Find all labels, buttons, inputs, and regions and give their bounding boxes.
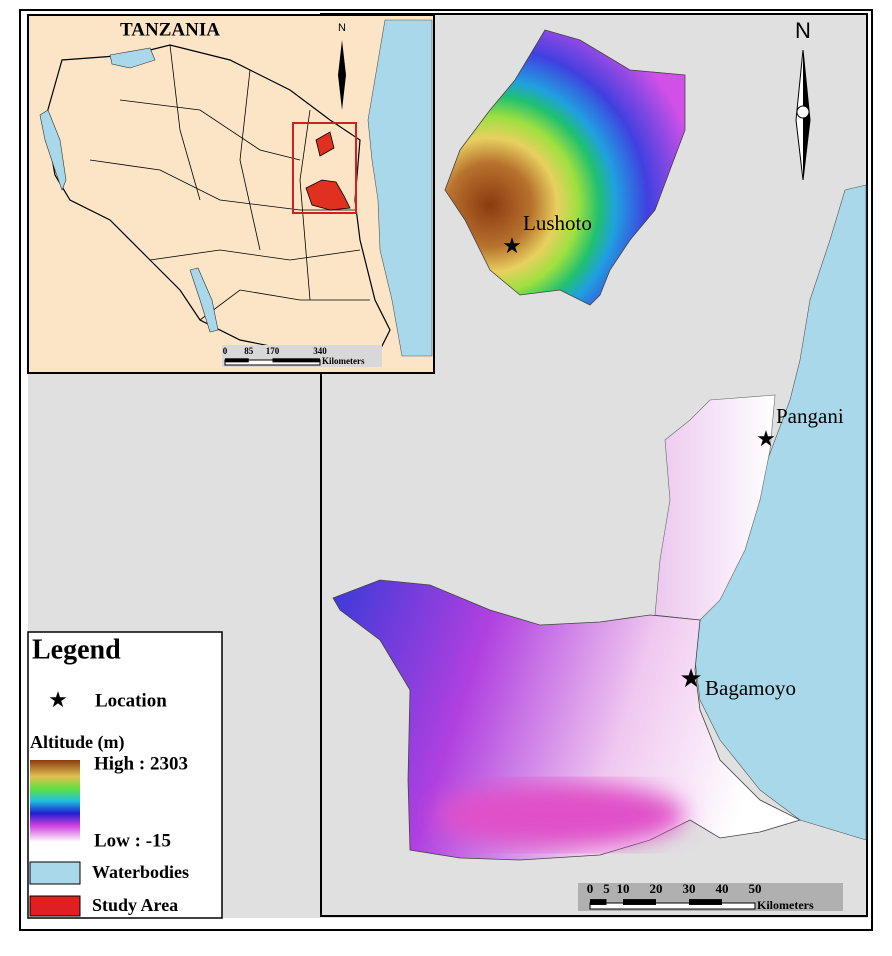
north-label: N [338, 22, 346, 34]
lake [109, 47, 156, 69]
main-frame [320, 13, 868, 917]
legend-label: High : 2303 [94, 753, 188, 774]
scale-label: 0 [587, 881, 594, 896]
altitude-ramp [30, 760, 80, 842]
legend-title: Legend [32, 634, 121, 665]
scale-label: 20 [650, 881, 663, 896]
scale-label: 170 [266, 346, 280, 356]
location-star: ★ [502, 233, 522, 258]
legend-star: ★ [48, 687, 68, 712]
scale-label: 40 [716, 881, 729, 896]
place-label: Lushoto [523, 211, 592, 235]
inset-title: TANZANIA [120, 19, 220, 40]
study-area [305, 179, 351, 211]
scale-label: 30 [683, 881, 696, 896]
north-label: N [795, 18, 811, 43]
scale-ticks: 0 85 170 340 [223, 346, 327, 363]
study-box [292, 122, 357, 214]
north-arrow [338, 40, 346, 110]
scale-label: 340 [313, 346, 327, 356]
inset-frame [27, 14, 435, 374]
scale-unit: Kilometers [757, 898, 814, 912]
lake [189, 267, 219, 333]
legend-label: Study Area [92, 895, 178, 915]
place-label: Bagamoyo [705, 676, 796, 700]
scale-label: 85 [244, 346, 254, 356]
tanzania-outline [44, 44, 391, 353]
location-star: ★ [679, 664, 702, 693]
legend-label: Location [95, 690, 167, 711]
legend-label: Altitude (m) [30, 732, 124, 753]
low-patch [435, 783, 685, 847]
scale-label: 10 [617, 881, 630, 896]
study-area [315, 131, 335, 157]
bagamoyo-area [332, 579, 802, 861]
scale-bar [589, 902, 756, 910]
study-swatch [29, 895, 81, 917]
inset-sea [367, 19, 433, 357]
place-label: Pangani [776, 404, 844, 428]
legend-label: Low : -15 [94, 830, 171, 851]
scale-label: 50 [749, 881, 762, 896]
location-star: ★ [756, 426, 776, 451]
scale-segment [272, 358, 320, 363]
lake [39, 109, 67, 191]
north-arrow [796, 105, 810, 119]
scale-label: 5 [603, 881, 610, 896]
lushoto-area [444, 29, 686, 306]
scale-unit: Kilometers [322, 356, 365, 366]
scale-segment [623, 899, 656, 905]
legend-label: Waterbodies [92, 862, 189, 882]
scale-segment [689, 899, 722, 905]
scale-segment [225, 358, 249, 363]
water-swatch [29, 861, 81, 885]
scale-ticks: 0 5 10 20 30 40 50 [587, 881, 762, 905]
scale-segment [590, 899, 607, 905]
regions [89, 44, 370, 321]
scale-label: 0 [223, 346, 228, 356]
